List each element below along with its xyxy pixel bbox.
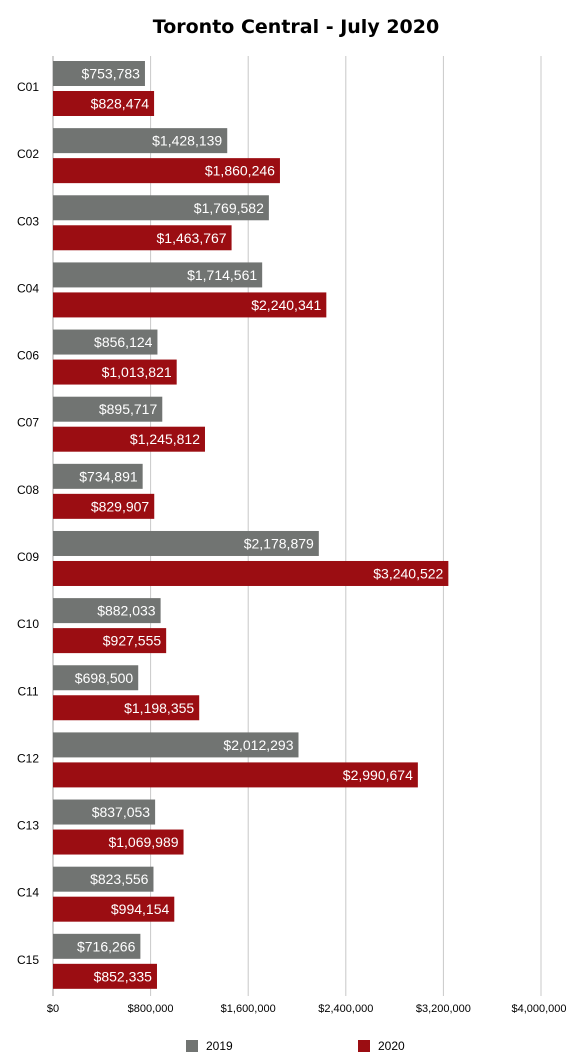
bar-2020-C02 xyxy=(53,158,280,184)
bar-value-label: $3,240,522 xyxy=(373,565,443,581)
bar-2020-C03 xyxy=(53,225,232,251)
category-label: C10 xyxy=(17,617,39,631)
bar-value-label: $1,013,821 xyxy=(102,364,172,380)
category-label: C01 xyxy=(17,80,39,94)
category-labels: C01 C02 C03 C04 C06 C07 C08 C09 C10 C11 C12 C13 C14 C… xyxy=(17,80,39,967)
legend: 2019 2020 xyxy=(186,1039,405,1053)
bar-2019-C15 xyxy=(53,933,141,959)
bar-value-label: $1,245,812 xyxy=(130,431,200,447)
chart-title: Toronto Central - July 2020 xyxy=(153,16,439,38)
x-axis-ticks: $0 $800,000 $1,600,000 $2,400,000 $3,200,000… xyxy=(47,1003,567,1015)
bar-value-label: $1,860,246 xyxy=(205,163,275,179)
category-label: C13 xyxy=(17,819,39,833)
category-label: C11 xyxy=(17,684,38,698)
category-label: C08 xyxy=(17,483,39,497)
bar-value-label: $856,124 xyxy=(94,334,153,350)
legend-swatch-2019 xyxy=(186,1040,198,1052)
bar-2019-C02 xyxy=(53,128,228,154)
x-tick-label: $800,000 xyxy=(128,1003,174,1015)
bar-value-label: $698,500 xyxy=(75,670,134,686)
bar-value-label: $2,178,879 xyxy=(244,535,314,551)
bar-2020-C11 xyxy=(53,695,200,721)
bar-2019-C04 xyxy=(53,262,263,288)
bar-2020-C15 xyxy=(53,963,157,989)
bar-2019-C12 xyxy=(53,732,299,758)
bar-value-label: $829,907 xyxy=(91,498,150,514)
bar-value-label: $1,769,582 xyxy=(194,200,264,216)
bar-2019-C03 xyxy=(53,195,269,221)
bar-2019-C08 xyxy=(53,463,143,489)
bar-value-label: $994,154 xyxy=(111,901,170,917)
bar-2020-C14 xyxy=(53,896,175,922)
x-tick-label: $0 xyxy=(47,1003,59,1015)
bar-2019-C10 xyxy=(53,598,161,624)
bar-value-label: $716,266 xyxy=(77,938,136,954)
category-label: C09 xyxy=(17,550,39,564)
bar-2020-C06 xyxy=(53,359,177,385)
bar-2019-C14 xyxy=(53,866,154,892)
bar-value-label: $852,335 xyxy=(94,968,153,984)
bar-value-label: $895,717 xyxy=(99,401,158,417)
bar-value-label: $2,012,293 xyxy=(223,737,293,753)
bars: $753,783 $828,474 $1,428,139 $1,860,246 $1,7… xyxy=(53,61,449,989)
legend-label-2019: 2019 xyxy=(206,1039,233,1053)
x-tick-label: $4,000,000 xyxy=(511,1003,566,1015)
category-label: C03 xyxy=(17,214,39,228)
bar-value-label: $734,891 xyxy=(79,468,138,484)
bar-2020-C01 xyxy=(53,91,155,116)
bar-value-label: $927,555 xyxy=(103,633,162,649)
legend-swatch-2020 xyxy=(358,1040,370,1052)
bar-2019-C01 xyxy=(53,61,145,86)
bar-value-label: $828,474 xyxy=(91,96,150,112)
bar-2019-C06 xyxy=(53,329,158,355)
category-label: C14 xyxy=(17,886,39,900)
category-label: C12 xyxy=(17,751,39,765)
bar-2019-C11 xyxy=(53,665,139,691)
bar-2019-C07 xyxy=(53,396,163,422)
bar-value-label: $1,463,767 xyxy=(157,230,227,246)
x-tick-label: $2,400,000 xyxy=(318,1003,373,1015)
bar-value-label: $753,783 xyxy=(82,66,141,82)
bar-value-label: $823,556 xyxy=(90,871,149,887)
bar-2019-C13 xyxy=(53,799,156,825)
bar-value-label: $1,428,139 xyxy=(152,133,222,149)
bar-value-label: $1,198,355 xyxy=(124,700,194,716)
bar-2020-C04 xyxy=(53,292,327,318)
legend-label-2020: 2020 xyxy=(378,1039,405,1053)
bar-value-label: $2,240,341 xyxy=(251,297,321,313)
x-tick-label: $1,600,000 xyxy=(221,1003,276,1015)
bar-value-label: $2,990,674 xyxy=(343,767,413,783)
category-label: C02 xyxy=(17,147,39,161)
bar-value-label: $837,053 xyxy=(92,804,151,820)
bar-2020-C08 xyxy=(53,493,155,519)
bar-2020-C13 xyxy=(53,829,184,855)
bar-2020-C09 xyxy=(53,560,449,586)
bar-2020-C07 xyxy=(53,426,205,452)
bar-2020-C12 xyxy=(53,762,418,788)
bar-value-label: $882,033 xyxy=(97,603,156,619)
category-label: C07 xyxy=(17,416,39,430)
category-label: C15 xyxy=(17,953,39,967)
bar-value-label: $1,069,989 xyxy=(108,834,178,850)
bar-2020-C10 xyxy=(53,628,167,654)
x-tick-label: $3,200,000 xyxy=(416,1003,471,1015)
category-label: C06 xyxy=(17,349,39,363)
category-label: C04 xyxy=(17,281,39,295)
bar-2019-C09 xyxy=(53,530,319,556)
bar-value-label: $1,714,561 xyxy=(187,267,257,283)
